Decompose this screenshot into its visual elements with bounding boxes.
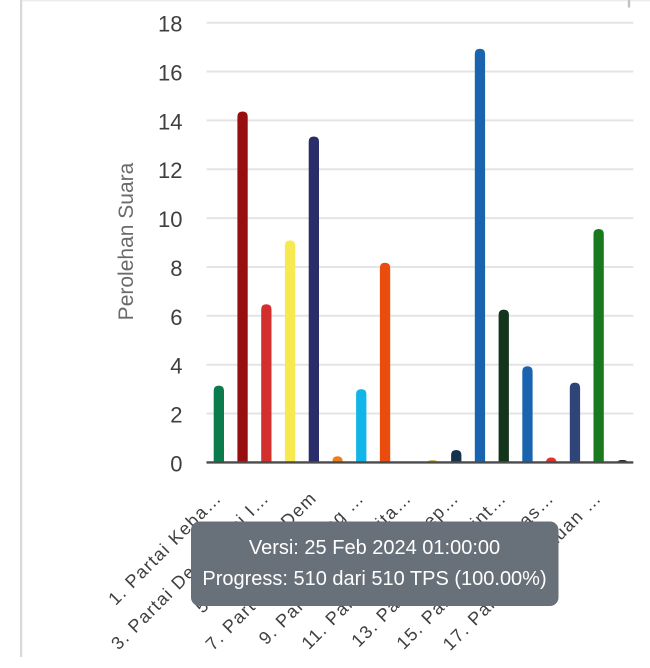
svg-text:Versi: 25 Feb 2024 01:00:00: Versi: 25 Feb 2024 01:00:00 — [249, 537, 500, 559]
svg-text:6: 6 — [170, 305, 182, 330]
svg-text:10: 10 — [158, 207, 182, 232]
svg-text:18: 18 — [158, 12, 182, 37]
svg-text:Perolehan Suara: Perolehan Suara — [115, 162, 138, 320]
svg-text:0: 0 — [170, 451, 182, 476]
svg-text:12: 12 — [158, 158, 182, 183]
svg-text:8: 8 — [170, 256, 182, 281]
svg-text:16: 16 — [158, 61, 182, 86]
svg-text:14: 14 — [158, 109, 182, 134]
svg-text:4: 4 — [170, 354, 182, 379]
svg-text:2: 2 — [170, 403, 182, 428]
svg-text:Progress: 510 dari 510 TPS (10: Progress: 510 dari 510 TPS (100.00%) — [202, 568, 546, 590]
